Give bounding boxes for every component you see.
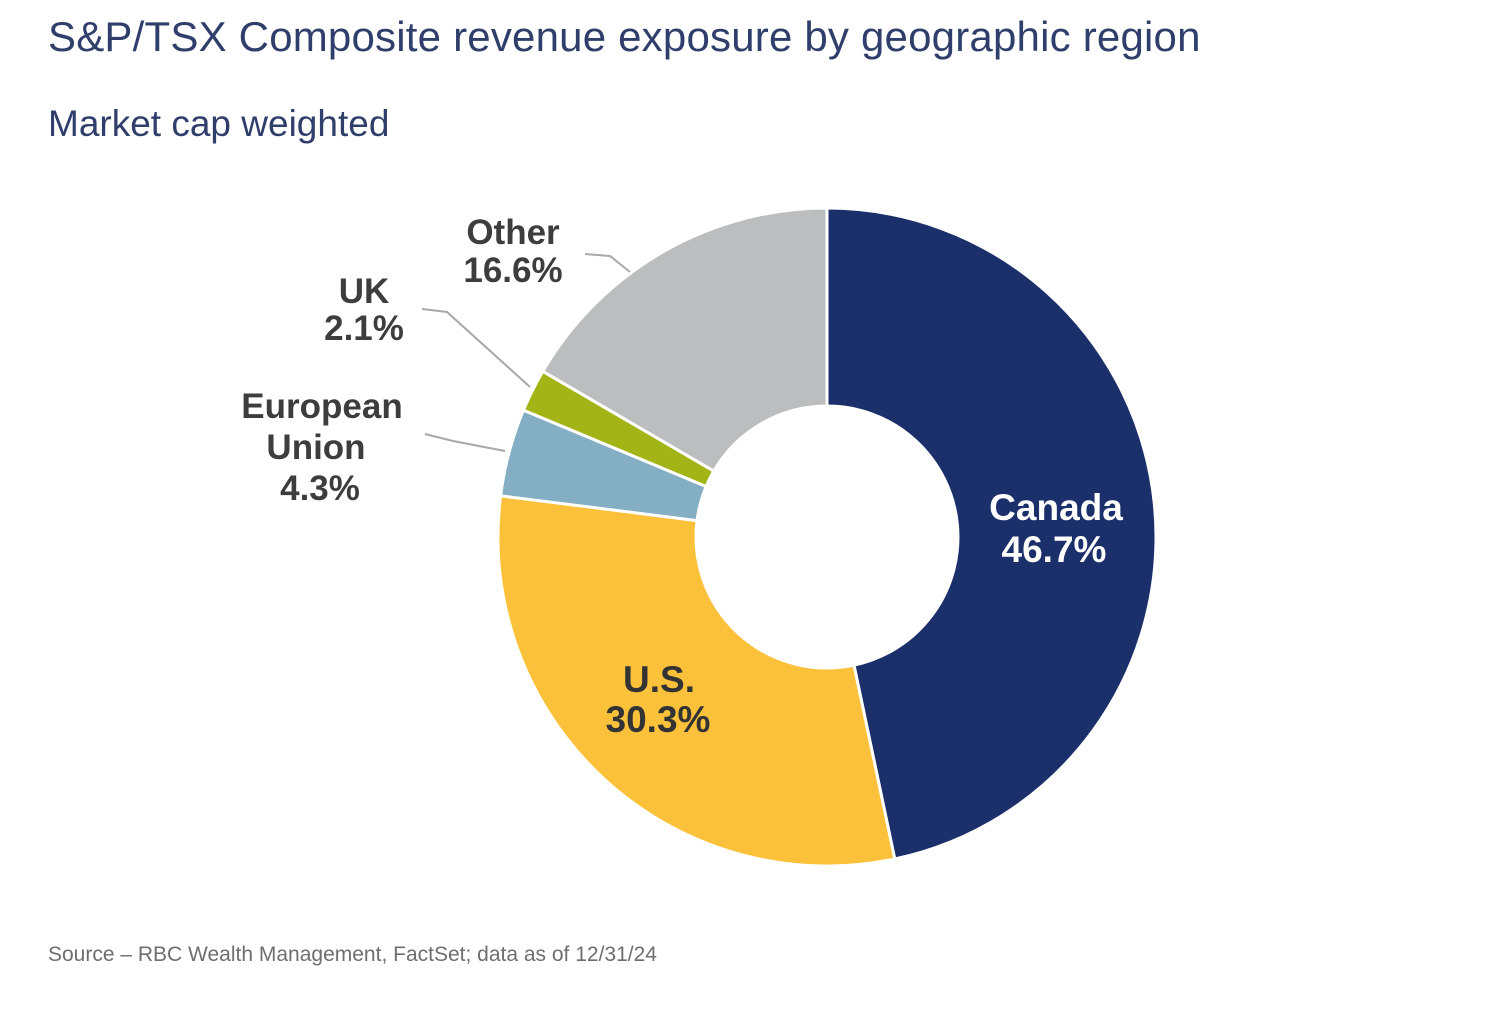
slice-label-canada-line1: Canada (989, 487, 1123, 528)
chart-title: S&P/TSX Composite revenue exposure by ge… (48, 13, 1201, 60)
slice-label-u-s-line2: 30.3% (606, 699, 711, 740)
slice-label-european-union-line3: 4.3% (280, 469, 360, 508)
leader-line-european-union (424, 433, 506, 452)
slice-label-european-union-line2: Union (266, 428, 365, 467)
slice-label-uk-line1: UK (339, 272, 390, 311)
slice-label-canada-line2: 46.7% (1002, 529, 1107, 570)
pie-slice-other (541, 206, 829, 473)
slice-label-other-line2: 16.6% (463, 251, 562, 290)
slice-label-u-s-line1: U.S. (623, 659, 695, 700)
source-note: Source – RBC Wealth Management, FactSet;… (48, 943, 657, 966)
slice-label-european-union-line1: European (241, 387, 402, 426)
leader-line-uk (421, 308, 531, 388)
leader-line-other (584, 253, 631, 273)
pie-slice-canada (825, 206, 1158, 861)
slice-label-uk-line2: 2.1% (324, 309, 404, 348)
pie-slice-u-s (496, 494, 897, 868)
slice-label-other-line1: Other (466, 213, 560, 252)
chart-subtitle: Market cap weighted (48, 103, 390, 144)
